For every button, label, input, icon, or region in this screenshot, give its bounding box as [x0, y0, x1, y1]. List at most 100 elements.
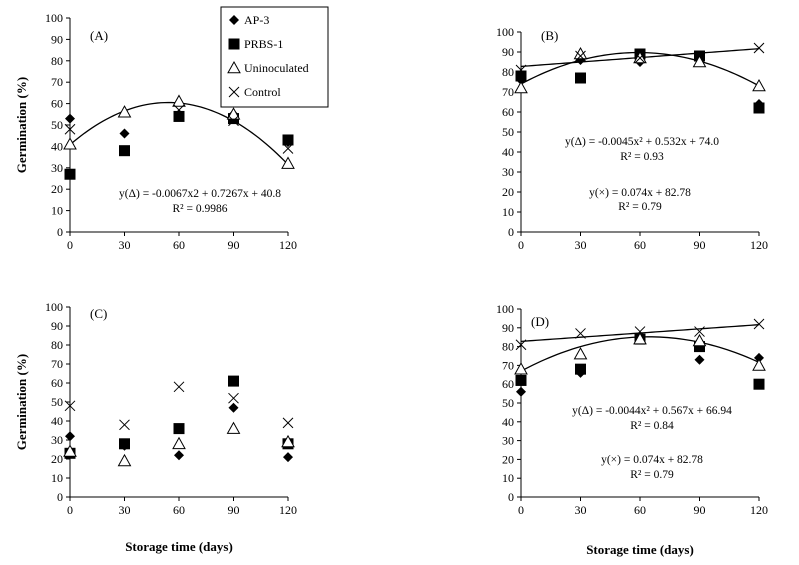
- data-point: [226, 107, 241, 120]
- legend-label: PRBS-1: [244, 37, 283, 51]
- data-point: [119, 419, 130, 431]
- data-point: [174, 450, 184, 461]
- data-point: [281, 434, 295, 448]
- legend-marker-diamond: [229, 15, 239, 25]
- data-point: [119, 438, 130, 450]
- legend-label: Uninoculated: [244, 61, 309, 75]
- x-tick-label: 0: [67, 503, 73, 517]
- data-point: [64, 400, 76, 412]
- data-point-stroke-b: [119, 145, 130, 157]
- data-point: [228, 115, 239, 127]
- y-tick-label: 90: [502, 321, 514, 335]
- y-tick-label: 10: [502, 205, 514, 219]
- legend-marker-cross: [228, 86, 240, 98]
- x-tick-label: 120: [279, 503, 297, 517]
- data-point: [283, 452, 293, 463]
- data-point-stroke-b: [575, 328, 586, 339]
- data-point: [694, 326, 705, 337]
- y-tick-label: 90: [51, 32, 63, 46]
- data-point: [65, 431, 75, 442]
- series-control: [64, 104, 294, 157]
- data-point: [516, 386, 526, 397]
- data-point: [119, 128, 130, 139]
- series-prbs-1: [64, 110, 294, 180]
- regression-equation: R² = 0.93: [620, 151, 664, 163]
- series-uninoculated: [63, 421, 295, 467]
- data-point: [754, 352, 764, 363]
- panel-letter: (A): [90, 28, 108, 43]
- y-tick-label: 100: [496, 25, 514, 39]
- data-point: [752, 78, 766, 92]
- data-point-stroke-b: [173, 104, 185, 116]
- y-tick-label: 40: [51, 414, 63, 428]
- x-tick-label: 90: [694, 238, 706, 252]
- y-tick-label: 20: [51, 452, 63, 466]
- data-point-stroke-b: [634, 326, 646, 337]
- y-tick-label: 20: [502, 185, 514, 199]
- x-tick-label: 90: [228, 503, 240, 517]
- data-point: [573, 46, 588, 60]
- data-point: [172, 436, 186, 450]
- y-tick-label: 50: [51, 395, 63, 409]
- data-point-stroke-b: [64, 123, 76, 135]
- data-point-stroke-b: [64, 400, 76, 412]
- y-tick-label: 80: [502, 65, 514, 79]
- y-tick-label: 20: [51, 182, 63, 196]
- data-point: [173, 110, 185, 122]
- data-point: [515, 339, 527, 351]
- y-tick-label: 0: [508, 225, 514, 239]
- y-tick-label: 30: [502, 434, 514, 448]
- y-axis-title: Germination (%): [14, 354, 29, 450]
- data-point: [575, 328, 586, 339]
- legend-marker-triangle: [227, 60, 241, 74]
- data-point: [753, 42, 765, 54]
- series-control: [515, 318, 765, 351]
- data-point: [752, 358, 766, 371]
- y-tick-label: 50: [51, 118, 63, 132]
- data-point: [63, 137, 77, 150]
- data-point: [64, 123, 76, 135]
- data-point-stroke-b: [694, 326, 705, 337]
- x-tick-label: 30: [119, 238, 131, 252]
- data-point: [228, 375, 239, 387]
- regression-equation: y(Δ) = -0.0067x2 + 0.7267x + 40.8: [119, 188, 281, 200]
- y-tick-label: 100: [45, 300, 63, 314]
- data-point-stroke-b: [282, 143, 294, 154]
- y-tick-label: 60: [51, 97, 63, 111]
- data-point: [694, 354, 705, 365]
- panel-a: 0 10 20 30 40 50 60 70 80 90 100 0 30 60 90 120 (A) Germi…: [14, 11, 297, 252]
- series-uninoculated: [63, 94, 295, 169]
- data-point-stroke-b: [753, 318, 765, 330]
- data-point: [694, 341, 705, 353]
- x-tick-label: 60: [173, 238, 185, 252]
- data-point: [117, 453, 132, 467]
- y-tick-label: 0: [57, 490, 63, 504]
- data-point: [634, 326, 646, 337]
- y-tick-label: 50: [502, 125, 514, 139]
- x-tick-label: 30: [575, 503, 587, 517]
- data-point: [634, 52, 646, 64]
- data-point: [282, 134, 294, 146]
- panel-d: 0 10 20 30 40 50 60 70 80 90 100 0 30 60 90 120 (D) Stora…: [496, 302, 768, 557]
- panel-c: 0 10 20 30 40 50 60 70 80 90 100 0 30 60 90 120 (C) Germi…: [14, 300, 297, 554]
- data-point: [173, 423, 185, 435]
- data-point: [117, 105, 132, 118]
- y-tick-label: 0: [57, 225, 63, 239]
- y-tick-label: 100: [45, 11, 63, 25]
- y-tick-label: 90: [51, 319, 63, 333]
- data-point: [633, 332, 647, 345]
- x-tick-label: 30: [575, 238, 587, 252]
- regression-equation: y(Δ) = -0.0044x² + 0.567x + 66.94: [572, 405, 732, 417]
- data-point-stroke-b: [173, 381, 185, 393]
- data-point: [228, 392, 239, 404]
- data-point: [226, 421, 241, 434]
- series-uninoculated: [514, 46, 766, 94]
- x-tick-label: 60: [173, 503, 185, 517]
- y-tick-label: 80: [51, 338, 63, 352]
- panel-letter: (C): [90, 306, 107, 321]
- data-point-stroke-b: [575, 50, 586, 62]
- regression-equation: R² = 0.84: [630, 420, 674, 432]
- data-point: [515, 70, 527, 82]
- regression-equation: y(×) = 0.074x + 82.78: [589, 187, 691, 199]
- x-tick-label: 30: [119, 503, 131, 517]
